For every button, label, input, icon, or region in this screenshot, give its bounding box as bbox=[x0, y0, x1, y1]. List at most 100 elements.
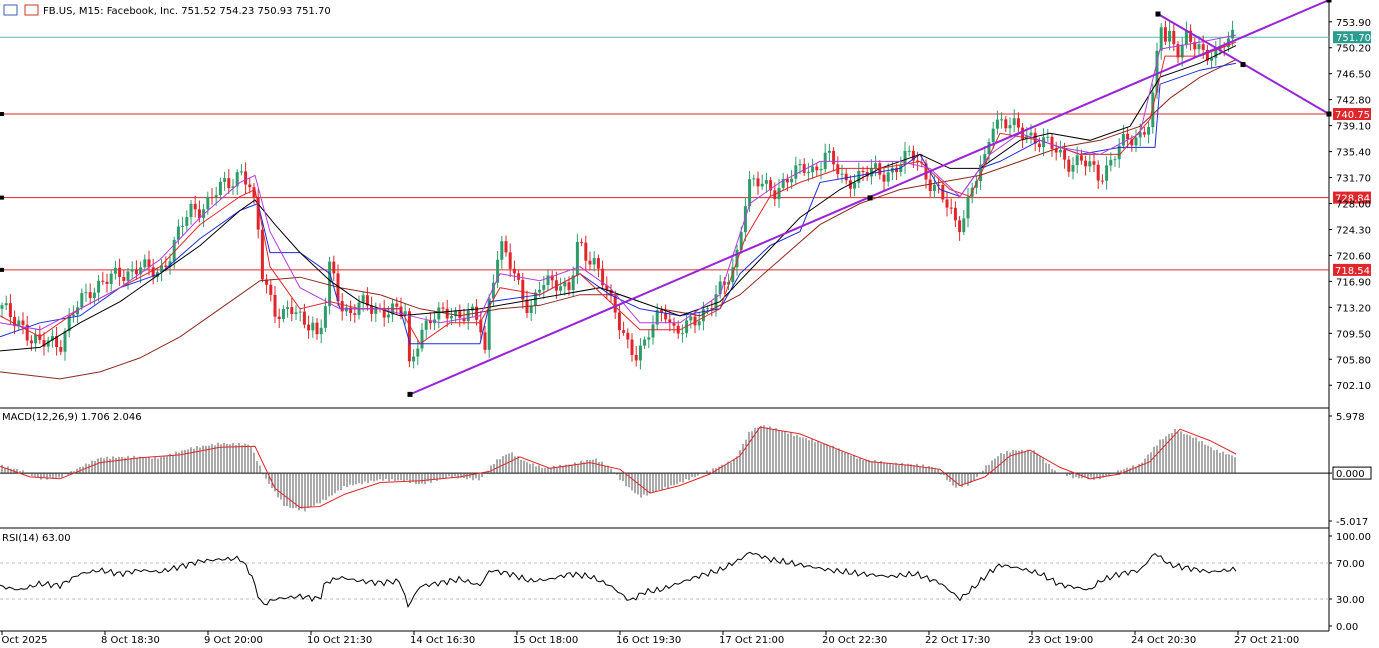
trendline-handle[interactable] bbox=[1240, 62, 1246, 68]
candle-body bbox=[109, 273, 113, 284]
trendline-handle[interactable] bbox=[1155, 11, 1161, 17]
candle-body bbox=[118, 267, 122, 277]
candle-body bbox=[962, 218, 966, 233]
candle-body bbox=[529, 305, 533, 314]
price-tick-label: 728.00 bbox=[1336, 200, 1371, 211]
chart-header: FB.US, M15: Facebook, Inc. 751.52 754.23… bbox=[3, 4, 331, 17]
price-tick-label: 709.50 bbox=[1336, 329, 1371, 340]
candle-body bbox=[937, 184, 941, 186]
trendline-handle[interactable] bbox=[407, 391, 413, 397]
candle-body bbox=[701, 309, 705, 322]
candle-body bbox=[752, 178, 756, 180]
candle-body bbox=[844, 173, 848, 181]
candle-body bbox=[181, 225, 185, 227]
macd-panel[interactable]: MACD(12,26,9) 1.706 2.046 bbox=[0, 412, 1329, 512]
trendline-handle[interactable] bbox=[1326, 0, 1332, 3]
candle-body bbox=[344, 307, 348, 312]
candle-body bbox=[1012, 118, 1016, 126]
candle-body bbox=[580, 241, 584, 243]
candle-body bbox=[1109, 159, 1113, 166]
price-tick-label: 731.70 bbox=[1336, 174, 1371, 185]
rsi-tick-label: 100.00 bbox=[1336, 532, 1371, 543]
level-price-text: 718.54 bbox=[1335, 266, 1370, 277]
candle-body bbox=[277, 316, 281, 320]
candle-body bbox=[197, 209, 201, 219]
candle-body bbox=[949, 207, 953, 209]
candle-body bbox=[256, 197, 260, 230]
candle-body bbox=[1197, 44, 1201, 50]
candle-body bbox=[643, 339, 647, 346]
candle-body bbox=[815, 166, 819, 171]
candle-body bbox=[487, 298, 491, 350]
candle-body bbox=[105, 281, 109, 284]
candle-body bbox=[130, 269, 134, 272]
candle-body bbox=[651, 324, 655, 338]
chart-bars-icon[interactable] bbox=[3, 4, 18, 16]
time-axis: 7 Oct 2025 8 Oct 18:30 9 Oct 20:00 10 Oct 2… bbox=[0, 631, 1299, 646]
level-price-label bbox=[1333, 108, 1371, 121]
candle-body bbox=[659, 310, 663, 313]
candle-body bbox=[1033, 132, 1037, 144]
price-panel[interactable] bbox=[0, 0, 1332, 397]
rsi-line bbox=[0, 551, 1237, 608]
candle-body bbox=[294, 312, 298, 315]
candle-body bbox=[1029, 132, 1033, 136]
candle-body bbox=[945, 199, 949, 208]
candle-body bbox=[559, 286, 563, 291]
candle-body bbox=[420, 329, 424, 349]
candle-body bbox=[1205, 49, 1209, 61]
candle-body bbox=[143, 259, 147, 268]
candle-body bbox=[101, 280, 105, 282]
price-tick-label: 753.90 bbox=[1336, 18, 1371, 29]
candle-body bbox=[706, 308, 710, 310]
candle-body bbox=[8, 303, 12, 317]
candle-body bbox=[307, 324, 311, 331]
trendline-handle[interactable] bbox=[867, 195, 873, 201]
candle-body bbox=[139, 267, 143, 275]
candle-body bbox=[382, 308, 386, 318]
candle-body bbox=[731, 267, 735, 283]
candle-body bbox=[323, 306, 327, 328]
candle-body bbox=[781, 178, 785, 189]
candle-body bbox=[966, 196, 970, 219]
time-tick-label: 16 Oct 19:30 bbox=[616, 635, 681, 646]
candle-body bbox=[403, 311, 407, 316]
candle-body bbox=[97, 280, 101, 293]
candle-body bbox=[924, 163, 928, 180]
time-tick-label: 22 Oct 17:30 bbox=[925, 635, 990, 646]
candle-body bbox=[1042, 137, 1046, 148]
rsi-panel[interactable]: RSI(14) 63.00 bbox=[0, 533, 1329, 608]
candle-body bbox=[743, 206, 747, 233]
window-icon[interactable] bbox=[24, 4, 39, 16]
candle-body bbox=[739, 232, 743, 250]
level-anchor bbox=[0, 267, 4, 272]
candle-body bbox=[1201, 44, 1205, 50]
macd-signal-line bbox=[0, 426, 1237, 509]
candle-body bbox=[63, 331, 67, 352]
candle-body bbox=[941, 184, 945, 200]
candle-body bbox=[1172, 30, 1176, 45]
candle-body bbox=[25, 324, 29, 341]
candle-body bbox=[210, 196, 214, 198]
candle-body bbox=[252, 187, 256, 198]
candle-body bbox=[806, 172, 810, 174]
trendline-handle[interactable] bbox=[1326, 111, 1332, 117]
candle-body bbox=[714, 294, 718, 309]
candle-body bbox=[172, 239, 176, 262]
candle-body bbox=[857, 170, 861, 183]
candle-body bbox=[664, 312, 668, 320]
candle-body bbox=[92, 292, 96, 298]
time-tick-label: 23 Oct 19:00 bbox=[1028, 635, 1093, 646]
candle-body bbox=[1071, 165, 1075, 172]
price-tick-label: 720.60 bbox=[1336, 251, 1371, 262]
candle-body bbox=[622, 330, 626, 333]
candle-body bbox=[239, 171, 243, 173]
price-tick-label: 742.80 bbox=[1336, 96, 1371, 107]
price-tick-label: 724.30 bbox=[1336, 225, 1371, 236]
candle-body bbox=[273, 294, 277, 317]
macd-tick-label: 5.978 bbox=[1336, 412, 1365, 423]
candle-body bbox=[1096, 164, 1100, 181]
candle-body bbox=[592, 258, 596, 265]
candle-body bbox=[983, 154, 987, 165]
